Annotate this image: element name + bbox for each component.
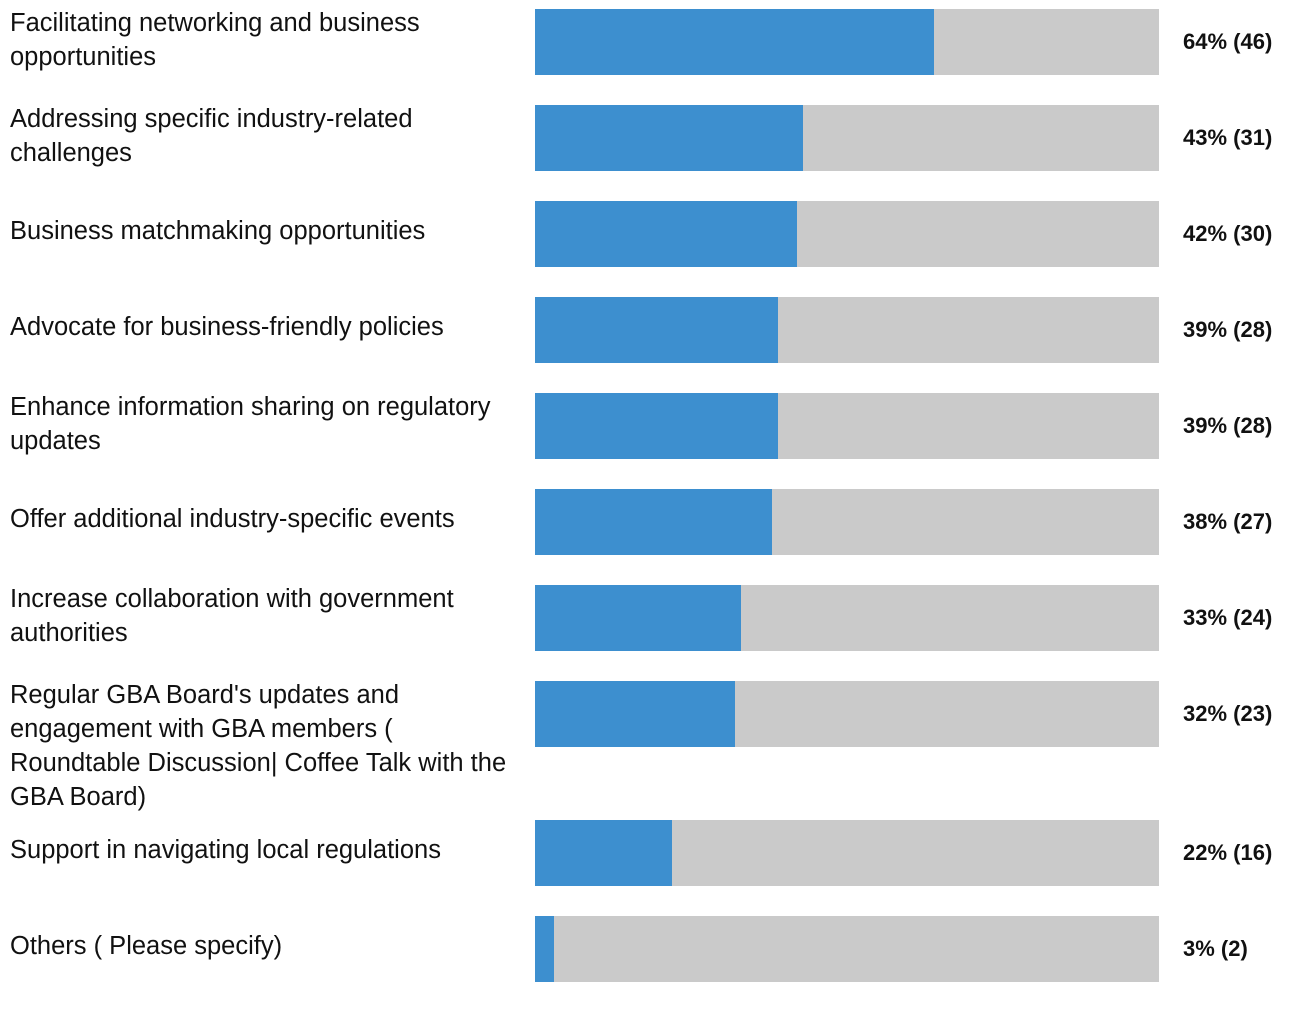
bar: [535, 105, 804, 171]
bar-track: [535, 489, 1159, 555]
bar-track: [535, 9, 1159, 75]
value-label: 32% (23): [1183, 701, 1273, 726]
bar: [535, 393, 779, 459]
value-label: 39% (28): [1183, 317, 1273, 342]
category-label: Offer additional industry-specific event…: [10, 505, 455, 533]
bar-track: [535, 916, 1159, 982]
bar-row: Enhance information sharing on regulator…: [0, 393, 1311, 489]
bar-row: Addressing specific industry-related cha…: [0, 105, 1311, 201]
value-label: 43% (31): [1183, 125, 1273, 150]
bar-track: [535, 820, 1159, 886]
bar-row: Regular GBA Board's updates and engageme…: [0, 681, 1311, 820]
bar-row: Offer additional industry-specific event…: [0, 489, 1311, 585]
bar-row: Others ( Please specify) 3% (2): [0, 916, 1311, 1012]
bar: [535, 489, 773, 555]
chart: Facilitating networking and business opp…: [0, 9, 1311, 1012]
bar-row: Support in navigating local regulations 2…: [0, 820, 1311, 916]
bar-track: [535, 393, 1159, 459]
value-label: 64% (46): [1183, 29, 1273, 54]
bar-row: Increase collaboration with government a…: [0, 585, 1311, 681]
value-label: 42% (30): [1183, 221, 1273, 246]
value-label: 39% (28): [1183, 413, 1273, 438]
value-label: 33% (24): [1183, 605, 1273, 630]
bar-row: Advocate for business-friendly policies 3…: [0, 297, 1311, 393]
category-label: Business matchmaking opportunities: [10, 217, 426, 245]
category-label: Enhance information sharing on regulator…: [10, 393, 491, 455]
value-label: 3% (2): [1183, 936, 1248, 961]
category-label: Facilitating networking and business opp…: [10, 9, 420, 71]
bar: [535, 9, 935, 75]
bar: [535, 585, 741, 651]
value-label: 22% (16): [1183, 840, 1273, 865]
bar: [535, 820, 673, 886]
bar-track: [535, 297, 1159, 363]
category-label: Regular GBA Board's updates and engageme…: [10, 681, 507, 811]
bar-track: [535, 201, 1159, 267]
bar-track: [535, 585, 1159, 651]
bar-track: [535, 681, 1159, 747]
bar-row: Business matchmaking opportunities 42% (3…: [0, 201, 1311, 297]
page: Facilitating networking and business opp…: [10, 9, 1273, 982]
value-label: 38% (27): [1183, 509, 1273, 534]
bar-row: Facilitating networking and business opp…: [0, 9, 1311, 105]
category-label: Others ( Please specify): [10, 932, 283, 960]
bar-track: [535, 105, 1159, 171]
bar: [535, 916, 554, 982]
bar: [535, 297, 779, 363]
bar: [535, 201, 798, 267]
category-label: Increase collaboration with government a…: [10, 585, 454, 647]
category-label: Advocate for business-friendly policies: [10, 313, 444, 341]
category-label: Support in navigating local regulations: [10, 836, 441, 864]
bar: [535, 681, 735, 747]
category-label: Addressing specific industry-related cha…: [10, 105, 413, 167]
